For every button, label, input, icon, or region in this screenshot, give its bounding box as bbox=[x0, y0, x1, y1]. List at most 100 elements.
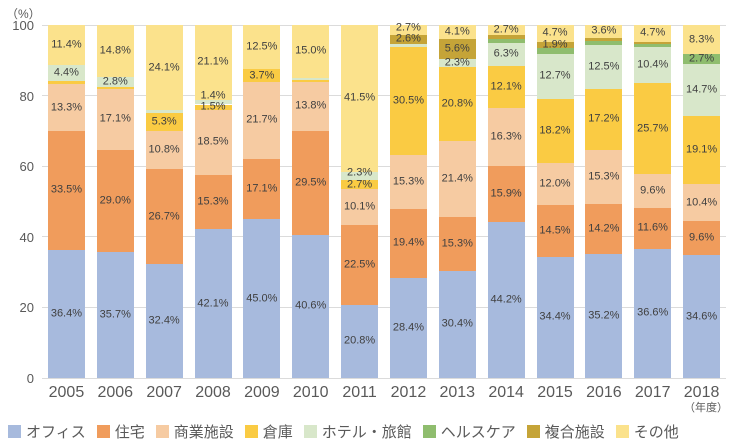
segment-hotel-2005 bbox=[47, 65, 85, 81]
segment-residential-2018 bbox=[683, 221, 721, 256]
x-axis-tick-2013: 2013 bbox=[439, 384, 476, 401]
segment-residential-2005 bbox=[47, 131, 85, 250]
segment-residential-2011 bbox=[341, 225, 379, 305]
y-axis-tick: 0 bbox=[26, 371, 34, 386]
data-label: 18.5% bbox=[197, 135, 229, 148]
data-label: 24.1% bbox=[148, 61, 180, 74]
segment-residential-2010 bbox=[292, 130, 330, 235]
legend-swatch-residential bbox=[96, 425, 110, 438]
data-label: 25.7% bbox=[637, 122, 669, 135]
legend-label-office: オフィス bbox=[26, 424, 86, 441]
segment-other-2017 bbox=[634, 25, 672, 42]
data-label: 2.8% bbox=[102, 75, 128, 88]
x-axis-tick-2016: 2016 bbox=[586, 384, 622, 401]
segment-office-2013 bbox=[438, 270, 476, 378]
data-label: 22.5% bbox=[343, 258, 376, 271]
segment-office-2010 bbox=[292, 234, 330, 378]
segment-office-2005 bbox=[47, 249, 85, 378]
legend-swatch-other bbox=[615, 425, 629, 438]
segment-healthcare-2016 bbox=[585, 41, 623, 45]
data-label: 35.2% bbox=[588, 309, 620, 322]
segment-hotel-2015 bbox=[536, 53, 574, 99]
segment-office-2008 bbox=[194, 229, 232, 378]
data-label: 17.2% bbox=[588, 112, 620, 125]
legend-label-hotel: ホテル・旅館 bbox=[321, 424, 412, 441]
segment-commercial-2016 bbox=[585, 149, 623, 204]
data-label: 3.6% bbox=[591, 24, 617, 37]
data-label: 12.1% bbox=[490, 80, 522, 93]
segment-warehouse-2006 bbox=[96, 87, 134, 90]
y-axis-tick: 20 bbox=[19, 300, 34, 316]
data-label: 4.7% bbox=[542, 26, 568, 39]
segment-other-2012 bbox=[389, 25, 427, 35]
segment-office-2006 bbox=[96, 251, 134, 378]
data-label: 36.4% bbox=[50, 307, 83, 320]
x-axis-tick-2015: 2015 bbox=[537, 384, 573, 401]
data-label: 4.4% bbox=[53, 66, 79, 79]
data-label: 13.3% bbox=[50, 101, 83, 114]
data-label: 8.3% bbox=[689, 33, 715, 46]
data-label: 2.3% bbox=[347, 166, 373, 179]
data-label: 1.9% bbox=[542, 38, 568, 51]
data-label: 26.7% bbox=[148, 210, 180, 222]
segment-warehouse-2018 bbox=[683, 116, 721, 185]
segment-warehouse-2005 bbox=[47, 80, 85, 85]
x-axis-tick-2007: 2007 bbox=[146, 384, 182, 401]
data-label: 21.4% bbox=[441, 172, 473, 185]
x-axis-tick-2006: 2006 bbox=[97, 384, 134, 401]
segment-hotel-2006 bbox=[96, 77, 134, 88]
segment-commercial-2006 bbox=[96, 89, 134, 150]
gridline bbox=[42, 306, 726, 308]
data-label: 5.6% bbox=[444, 42, 470, 55]
data-label: 15.3% bbox=[197, 195, 229, 208]
data-label: 19.4% bbox=[392, 236, 425, 249]
data-label: 9.6% bbox=[640, 184, 666, 197]
data-label: 6.3% bbox=[493, 47, 519, 60]
segment-hotel-2013 bbox=[438, 59, 476, 68]
legend-swatch-healthcare bbox=[422, 425, 436, 438]
segment-commercial-2007 bbox=[145, 131, 183, 170]
segment-residential-2009 bbox=[243, 158, 281, 220]
segment-warehouse-2010 bbox=[292, 79, 330, 82]
segment-hotel-2014 bbox=[487, 43, 525, 66]
data-label: 1.5% bbox=[200, 100, 226, 113]
data-label: 12.7% bbox=[539, 69, 571, 82]
segment-mixed-use-2014 bbox=[487, 34, 525, 40]
segment-commercial-2010 bbox=[292, 81, 330, 131]
data-label: 15.0% bbox=[295, 44, 327, 57]
segment-hotel-2007 bbox=[145, 110, 183, 113]
segment-residential-2015 bbox=[536, 205, 574, 257]
data-label: 4.7% bbox=[640, 26, 666, 39]
segment-commercial-2011 bbox=[341, 189, 379, 225]
segment-warehouse-2015 bbox=[536, 98, 574, 164]
legend-swatch-mixed-use bbox=[526, 425, 540, 438]
data-label: 16.3% bbox=[490, 130, 522, 143]
data-label: 21.7% bbox=[246, 113, 278, 126]
segment-other-2011 bbox=[341, 25, 379, 172]
x-axis-tick-2012: 2012 bbox=[390, 384, 427, 401]
data-label: 11.4% bbox=[51, 38, 82, 51]
segment-office-2012 bbox=[389, 277, 427, 378]
segment-healthcare-2018 bbox=[683, 54, 721, 65]
data-label: 17.1% bbox=[246, 182, 278, 195]
data-label: 30.4% bbox=[441, 317, 473, 330]
data-label: 42.1% bbox=[197, 297, 229, 310]
data-label: 29.0% bbox=[99, 194, 131, 207]
segment-warehouse-2009 bbox=[243, 69, 281, 83]
x-axis-unit-label: （年度） bbox=[684, 402, 728, 414]
legend-swatch-hotel bbox=[303, 425, 317, 438]
data-label: 10.4% bbox=[637, 58, 669, 71]
segment-office-2009 bbox=[243, 219, 281, 378]
data-label: 20.8% bbox=[343, 334, 376, 347]
data-label: 33.5% bbox=[50, 183, 83, 196]
x-axis-tick-2008: 2008 bbox=[195, 384, 231, 401]
segment-warehouse-2008 bbox=[194, 104, 232, 110]
y-axis-tick: 100 bbox=[12, 18, 34, 33]
segment-commercial-2014 bbox=[487, 108, 525, 166]
segment-healthcare-2017 bbox=[634, 44, 672, 47]
legend-item-hotel: ホテル・旅館 bbox=[303, 421, 412, 442]
gridline bbox=[42, 236, 726, 238]
legend-item-healthcare: ヘルスケア bbox=[422, 421, 516, 442]
data-label: 10.4% bbox=[685, 196, 718, 209]
